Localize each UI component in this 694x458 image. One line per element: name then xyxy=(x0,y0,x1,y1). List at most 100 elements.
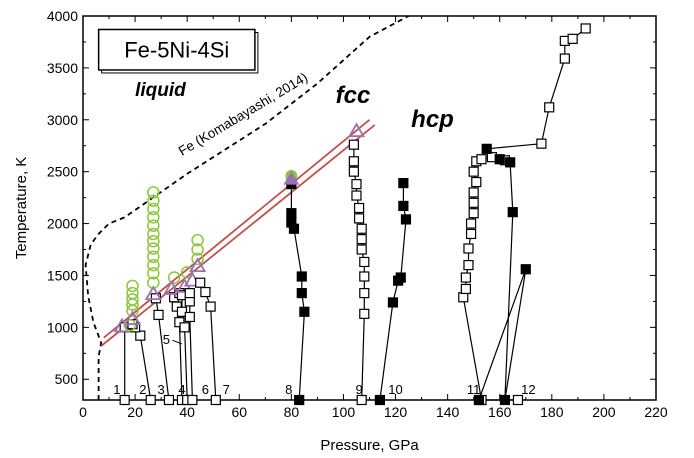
open-square-marker xyxy=(119,394,130,406)
open-square-marker xyxy=(460,283,471,295)
y-axis-label: Temperature, K xyxy=(13,157,30,260)
molten-circle-marker xyxy=(191,252,204,266)
x-tick-label: 220 xyxy=(644,404,668,420)
open-square-marker xyxy=(460,272,471,283)
phase-label-fcc: fcc xyxy=(336,82,371,109)
fe-melting-curve xyxy=(84,15,410,400)
open-square-marker xyxy=(184,296,195,307)
molten-circle-marker xyxy=(147,227,160,241)
open-square-marker xyxy=(536,138,547,149)
molten-circle-marker xyxy=(147,234,160,248)
molten-circle-marker xyxy=(147,267,160,280)
y-tick-label: 500 xyxy=(55,371,79,387)
fcc-boundary-lower xyxy=(100,124,376,347)
experiment-label: 12 xyxy=(521,382,535,397)
open-square-marker xyxy=(458,292,469,303)
open-square-marker xyxy=(468,187,479,198)
open-square-marker xyxy=(468,208,479,219)
open-square-marker xyxy=(135,330,146,341)
triangle-marker xyxy=(189,257,207,273)
open-square-marker xyxy=(476,154,487,165)
open-square-marker xyxy=(145,394,156,406)
experiment-label: 8 xyxy=(285,382,292,397)
open-square-marker xyxy=(471,176,482,188)
filled-square-marker xyxy=(505,157,516,168)
x-tick-label: 160 xyxy=(488,404,512,420)
y-tick-label: 3000 xyxy=(47,112,78,128)
molten-circle-marker xyxy=(180,266,194,279)
open-square-marker xyxy=(163,394,175,406)
filled-triangle-marker xyxy=(283,171,300,185)
x-tick-label: 100 xyxy=(332,404,356,420)
experiment-label: 4 xyxy=(178,382,185,397)
open-square-marker xyxy=(468,197,479,208)
open-square-marker xyxy=(544,102,555,113)
molten-circle-marker xyxy=(191,233,204,247)
experiment-12-path xyxy=(478,28,587,401)
molten-circle-marker xyxy=(126,279,139,293)
filled-square-marker xyxy=(286,208,297,219)
experiment-label: 6 xyxy=(202,382,209,397)
triangle-marker xyxy=(113,317,131,333)
open-square-marker xyxy=(580,23,591,34)
open-square-marker xyxy=(184,288,195,299)
molten-circle-marker xyxy=(147,202,160,216)
y-tick-label: 1000 xyxy=(47,319,78,335)
filled-square-marker xyxy=(387,297,399,308)
triangle-marker xyxy=(144,285,162,301)
molten-circle-marker xyxy=(126,286,139,300)
open-square-marker xyxy=(359,288,370,299)
molten-circle-marker xyxy=(126,293,139,306)
open-square-marker xyxy=(559,53,570,64)
experiment-label: 5 xyxy=(163,332,170,347)
experiment-label: 11 xyxy=(467,382,481,397)
phase-label-hcp: hcp xyxy=(411,106,454,133)
experiment-label: 3 xyxy=(158,382,165,397)
filled-square-marker xyxy=(286,217,297,228)
open-square-marker xyxy=(351,190,362,201)
open-square-marker xyxy=(353,202,365,214)
experiment-label: 7 xyxy=(223,382,230,397)
open-square-marker xyxy=(176,306,188,317)
open-square-marker xyxy=(356,244,367,255)
chart-title: Fe-5Ni-4Si xyxy=(124,38,229,63)
filled-square-marker xyxy=(395,272,406,283)
filled-square-marker xyxy=(398,200,409,212)
filled-square-marker xyxy=(296,271,307,282)
open-square-marker xyxy=(463,259,474,271)
triangle-marker xyxy=(347,122,366,138)
x-tick-label: 200 xyxy=(592,404,616,420)
open-square-marker xyxy=(353,213,365,224)
open-square-marker xyxy=(348,156,359,167)
triangle-marker xyxy=(162,280,181,295)
reference-curve-label: Fe (Komabayashi, 2014) xyxy=(176,70,310,159)
markers: 1 2 3 456 7 8 9 10 11 12 xyxy=(113,23,591,406)
triangle-marker xyxy=(123,310,142,325)
open-square-marker xyxy=(567,33,578,44)
x-tick-label: 140 xyxy=(436,404,460,420)
phase-label-liquid: liquid xyxy=(135,80,186,101)
molten-circle-marker xyxy=(147,250,160,264)
y-tick-label: 2500 xyxy=(47,164,78,180)
x-axis-label: Pressure, GPa xyxy=(320,437,419,454)
molten-circle-marker xyxy=(147,194,160,207)
open-square-marker xyxy=(348,166,359,177)
title-box: Fe-5Ni-4Si xyxy=(97,28,259,74)
experiment-label: 9 xyxy=(355,382,362,397)
open-square-marker xyxy=(463,243,474,254)
filled-square-marker xyxy=(294,394,305,406)
molten-circle-marker xyxy=(147,211,160,224)
molten-circle-marker xyxy=(191,243,204,256)
open-square-marker xyxy=(153,309,164,320)
experiment-label: 2 xyxy=(139,382,146,397)
title-box-frame xyxy=(97,28,256,71)
open-square-marker xyxy=(179,322,190,333)
experiment-label: 1 xyxy=(113,382,120,397)
filled-square-marker xyxy=(299,306,310,317)
molten-circle-marker xyxy=(147,186,160,199)
open-square-marker xyxy=(187,394,198,406)
molten-circle-marker xyxy=(147,219,160,232)
x-tick-label: 60 xyxy=(231,404,247,420)
x-tick-label: 0 xyxy=(79,404,87,420)
